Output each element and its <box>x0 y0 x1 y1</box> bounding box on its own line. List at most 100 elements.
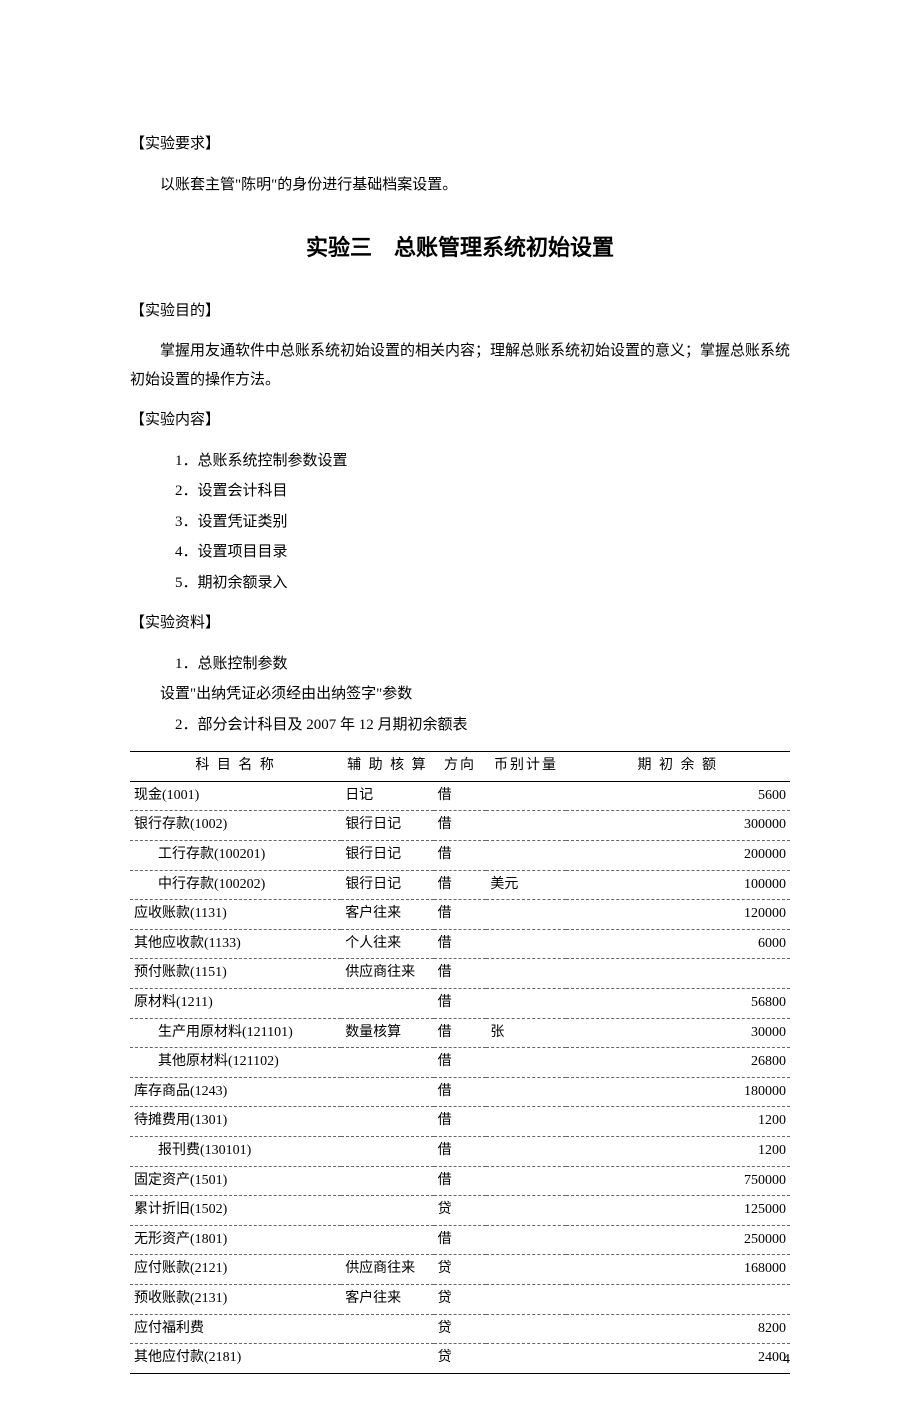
cell-name: 原材料(1211) <box>130 989 341 1019</box>
cell-aux <box>341 1107 433 1137</box>
table-row: 库存商品(1243)借180000 <box>130 1077 790 1107</box>
cell-bal: 30000 <box>566 1018 790 1048</box>
cell-aux: 日记 <box>341 781 433 811</box>
cell-bal: 300000 <box>566 811 790 841</box>
cell-aux: 供应商往来 <box>341 1255 433 1285</box>
cell-bal: 1200 <box>566 1107 790 1137</box>
list-item: 2．设置会计科目 <box>130 477 790 506</box>
balance-table: 科 目 名 称 辅 助 核 算 方向 币别计量 期 初 余 额 现金(1001)… <box>130 751 790 1373</box>
cell-aux <box>341 1048 433 1078</box>
cell-name: 待摊费用(1301) <box>130 1107 341 1137</box>
table-row: 报刊费(130101)借1200 <box>130 1137 790 1167</box>
th-cur: 币别计量 <box>486 752 565 782</box>
cell-bal: 5600 <box>566 781 790 811</box>
cell-name: 应付福利费 <box>130 1314 341 1344</box>
page: 【实验要求】 以账套主管"陈明"的身份进行基础档案设置。 实验三 总账管理系统初… <box>0 0 920 1414</box>
list-item: 4．设置项目目录 <box>130 538 790 567</box>
cell-name: 无形资产(1801) <box>130 1225 341 1255</box>
cell-dir: 借 <box>434 1166 487 1196</box>
table-row: 预付账款(1151)供应商往来借 <box>130 959 790 989</box>
table-row: 原材料(1211)借56800 <box>130 989 790 1019</box>
th-dir: 方向 <box>434 752 487 782</box>
cell-aux <box>341 989 433 1019</box>
cell-name: 固定资产(1501) <box>130 1166 341 1196</box>
cell-dir: 借 <box>434 841 487 871</box>
table-body: 现金(1001)日记借5600银行存款(1002)银行日记借300000工行存款… <box>130 781 790 1373</box>
cell-bal: 26800 <box>566 1048 790 1078</box>
cell-dir: 借 <box>434 929 487 959</box>
cell-bal: 125000 <box>566 1196 790 1226</box>
table-row: 应付福利费贷8200 <box>130 1314 790 1344</box>
cell-aux <box>341 1225 433 1255</box>
cell-aux: 个人往来 <box>341 929 433 959</box>
cell-cur <box>486 1077 565 1107</box>
cell-dir: 借 <box>434 1107 487 1137</box>
material-line: 1．总账控制参数 <box>130 650 790 679</box>
cell-dir: 贷 <box>434 1284 487 1314</box>
table-row: 其他应收款(1133)个人往来借6000 <box>130 929 790 959</box>
cell-name: 其他原材料(121102) <box>130 1048 341 1078</box>
cell-bal <box>566 1284 790 1314</box>
cell-bal: 56800 <box>566 989 790 1019</box>
cell-cur <box>486 1166 565 1196</box>
cell-bal: 200000 <box>566 841 790 871</box>
cell-bal: 100000 <box>566 870 790 900</box>
cell-cur <box>486 959 565 989</box>
cell-name: 应收账款(1131) <box>130 900 341 930</box>
cell-dir: 借 <box>434 1048 487 1078</box>
table-row: 现金(1001)日记借 5600 <box>130 781 790 811</box>
requirements-text: 以账套主管"陈明"的身份进行基础档案设置。 <box>130 171 790 200</box>
cell-dir: 借 <box>434 1018 487 1048</box>
cell-name: 现金(1001) <box>130 781 341 811</box>
cell-dir: 借 <box>434 1077 487 1107</box>
table-header-row: 科 目 名 称 辅 助 核 算 方向 币别计量 期 初 余 额 <box>130 752 790 782</box>
cell-dir: 借 <box>434 781 487 811</box>
material-heading: 【实验资料】 <box>130 609 790 638</box>
content-heading: 【实验内容】 <box>130 406 790 435</box>
cell-cur <box>486 1284 565 1314</box>
page-number: 4 <box>783 1347 790 1374</box>
cell-aux: 数量核算 <box>341 1018 433 1048</box>
cell-name: 银行存款(1002) <box>130 811 341 841</box>
cell-cur: 美元 <box>486 870 565 900</box>
cell-name: 报刊费(130101) <box>130 1137 341 1167</box>
goal-text: 掌握用友通软件中总账系统初始设置的相关内容；理解总账系统初始设置的意义；掌握总账… <box>130 337 790 394</box>
th-aux: 辅 助 核 算 <box>341 752 433 782</box>
content-list: 1．总账系统控制参数设置 2．设置会计科目 3．设置凭证类别 4．设置项目目录 … <box>130 447 790 598</box>
cell-cur: 张 <box>486 1018 565 1048</box>
goal-heading: 【实验目的】 <box>130 297 790 326</box>
requirements-heading: 【实验要求】 <box>130 130 790 159</box>
cell-cur <box>486 929 565 959</box>
cell-bal: 168000 <box>566 1255 790 1285</box>
th-name: 科 目 名 称 <box>130 752 341 782</box>
cell-aux <box>341 1344 433 1374</box>
cell-aux: 客户往来 <box>341 1284 433 1314</box>
th-bal: 期 初 余 额 <box>566 752 790 782</box>
cell-aux <box>341 1077 433 1107</box>
cell-aux <box>341 1196 433 1226</box>
cell-bal: 2400 <box>566 1344 790 1374</box>
cell-cur <box>486 1048 565 1078</box>
cell-bal: 120000 <box>566 900 790 930</box>
cell-dir: 借 <box>434 870 487 900</box>
cell-cur <box>486 811 565 841</box>
cell-aux: 客户往来 <box>341 900 433 930</box>
cell-cur <box>486 1314 565 1344</box>
cell-bal: 1200 <box>566 1137 790 1167</box>
cell-dir: 借 <box>434 811 487 841</box>
table-row: 中行存款(100202)银行日记借美元100000 <box>130 870 790 900</box>
material-block: 1．总账控制参数 设置"出纳凭证必须经由出纳签字"参数 2．部分会计科目及 20… <box>130 650 790 740</box>
cell-dir: 贷 <box>434 1314 487 1344</box>
cell-cur <box>486 989 565 1019</box>
cell-aux <box>341 1137 433 1167</box>
cell-cur <box>486 1196 565 1226</box>
list-item: 3．设置凭证类别 <box>130 508 790 537</box>
cell-dir: 贷 <box>434 1196 487 1226</box>
table-row: 应付账款(2121)供应商往来贷168000 <box>130 1255 790 1285</box>
cell-name: 预收账款(2131) <box>130 1284 341 1314</box>
table-row: 待摊费用(1301) 借 1200 <box>130 1107 790 1137</box>
table-row: 其他原材料(121102) 借 26800 <box>130 1048 790 1078</box>
cell-bal: 6000 <box>566 929 790 959</box>
cell-aux: 供应商往来 <box>341 959 433 989</box>
cell-bal: 180000 <box>566 1077 790 1107</box>
